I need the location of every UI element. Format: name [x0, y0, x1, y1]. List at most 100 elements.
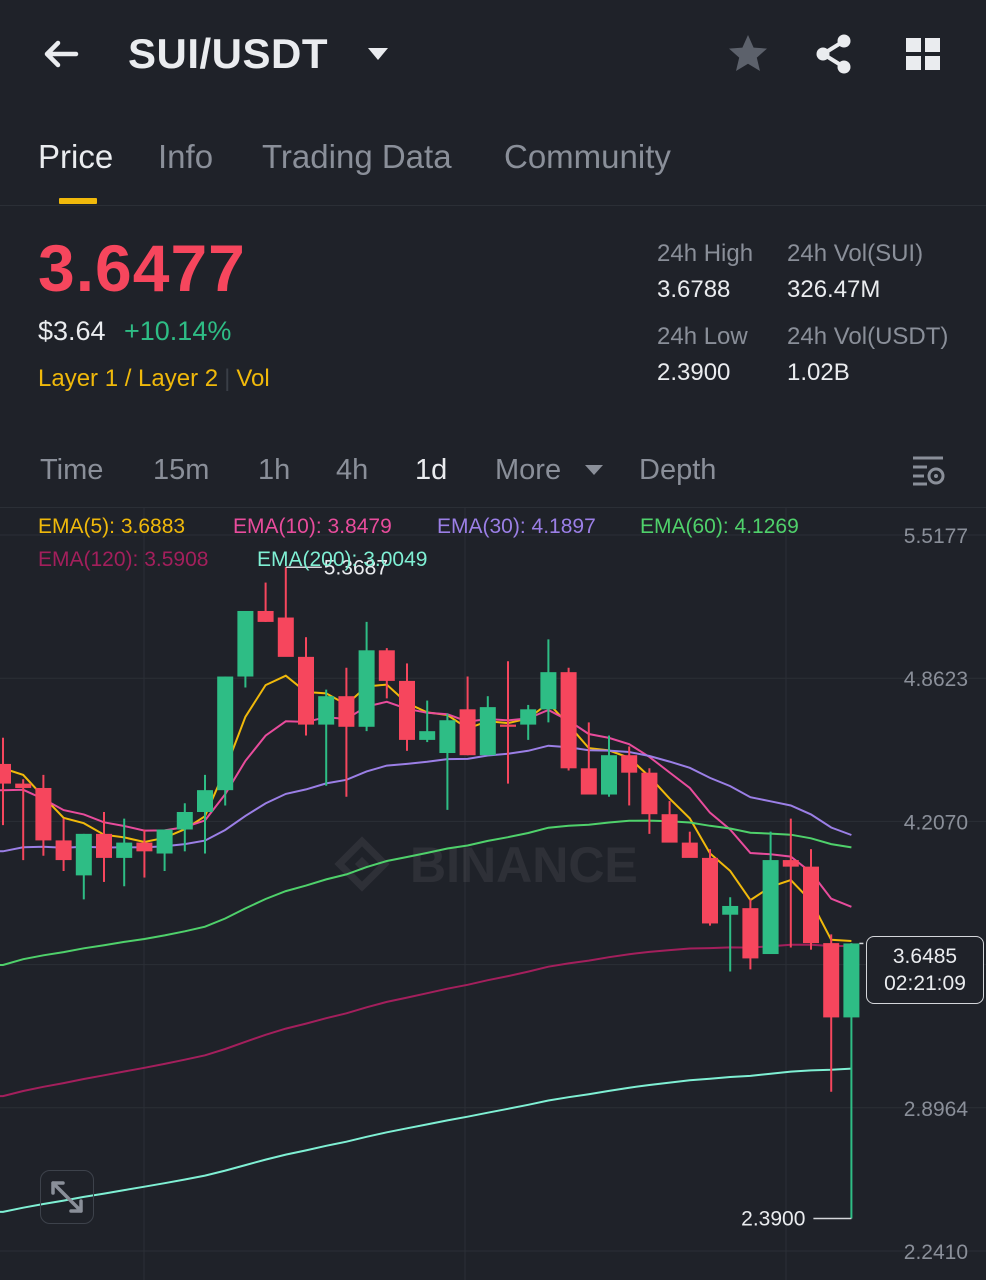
candle-body: [641, 772, 658, 815]
candle: [378, 648, 395, 699]
candle: [722, 897, 739, 972]
candle-body: [762, 860, 779, 955]
candle: [742, 899, 759, 970]
current-price: 3.6485: [892, 945, 958, 968]
high-value: 3.6788: [657, 276, 731, 303]
low-label: 24h Low: [657, 323, 748, 350]
candle: [621, 746, 638, 806]
tab-community[interactable]: Community: [504, 138, 671, 175]
candles: [0, 567, 860, 1219]
candle-body: [479, 707, 496, 756]
candle-body: [136, 842, 153, 852]
high-label: 24h High: [657, 240, 754, 267]
candle-body: [560, 672, 577, 769]
candle-body: [419, 731, 436, 740]
candle: [803, 849, 819, 950]
tf-more[interactable]: More: [495, 454, 562, 486]
ema-30-label: EMA(30): 4.1897: [437, 515, 596, 538]
share-icon[interactable]: [808, 28, 860, 80]
candle: [15, 779, 32, 861]
candle: [560, 667, 577, 771]
ema-120-label: EMA(120): 3.5908: [38, 548, 209, 571]
tf-4h[interactable]: 4h: [336, 454, 369, 486]
chart-settings-icon[interactable]: [910, 452, 946, 493]
vol-base-value: 326.47M: [787, 276, 881, 303]
candle: [35, 774, 52, 856]
pair-title[interactable]: SUI/USDT: [128, 30, 329, 77]
candle-body: [277, 617, 294, 657]
expand-chart-button[interactable]: [40, 1170, 94, 1224]
candle-body: [217, 676, 234, 791]
caret-down-icon[interactable]: [362, 30, 394, 78]
more-caret-icon[interactable]: [582, 458, 606, 487]
candle: [96, 812, 112, 882]
tab-price[interactable]: Price: [38, 138, 114, 175]
candle-body: [843, 943, 860, 1018]
candle-body: [96, 833, 112, 858]
candle: [358, 621, 375, 732]
chart-annotations: 5.3687 2.3900: [285, 556, 866, 1230]
candle-body: [197, 790, 213, 813]
candle-body: [702, 857, 718, 924]
ema-lines: [0, 674, 852, 1213]
axis-tick-label: 4.8623: [904, 668, 968, 691]
star-icon[interactable]: [722, 28, 774, 80]
candle: [75, 833, 92, 900]
tag-vol[interactable]: Vol: [236, 365, 270, 392]
last-price: 3.6477: [38, 231, 246, 305]
grid-icon[interactable]: [898, 28, 950, 80]
candle-body: [399, 680, 415, 740]
candle: [338, 667, 355, 797]
candle-body: [803, 866, 819, 944]
vol-quote-label: 24h Vol(USDT): [787, 323, 949, 350]
candle-body: [15, 783, 32, 788]
candlestick-chart[interactable]: BINANCE 5.51774.86234.20703.55172.89642.…: [0, 508, 986, 1280]
candle-body: [601, 755, 617, 795]
candle: [55, 818, 72, 872]
tag-layer[interactable]: Layer 1 / Layer 2: [38, 365, 219, 392]
candle-body: [35, 787, 52, 841]
candle: [782, 818, 799, 948]
tab-info[interactable]: Info: [158, 138, 214, 175]
axis-tick-label: 2.2410: [904, 1241, 968, 1264]
vol-quote-value: 1.02B: [787, 359, 850, 386]
price-change: +10.14%: [124, 316, 232, 346]
candle: [136, 829, 153, 878]
candle: [399, 663, 415, 751]
candle: [520, 704, 537, 740]
high-marker-label: 5.3687: [324, 556, 388, 579]
tf-depth[interactable]: Depth: [639, 454, 717, 486]
chart-grid: [0, 508, 986, 1280]
low-value: 2.3900: [657, 359, 731, 386]
tf-time[interactable]: Time: [40, 454, 104, 486]
category-tags: Layer 1 / Layer 2 | Vol: [38, 365, 270, 393]
tag-separator: |: [224, 365, 231, 392]
tf-1h[interactable]: 1h: [258, 454, 291, 486]
candle: [540, 639, 557, 723]
back-arrow-icon[interactable]: [36, 28, 88, 80]
ema-60-line: [0, 819, 852, 966]
usd-price: $3.64: [38, 316, 106, 346]
candle-body: [621, 755, 638, 773]
axis-tick-label: 4.2070: [904, 811, 968, 834]
candle-body: [439, 720, 456, 754]
candle: [459, 676, 476, 756]
candle-body: [338, 696, 355, 727]
candle-body: [75, 833, 92, 876]
tf-15m[interactable]: 15m: [153, 454, 210, 486]
current-price-badge[interactable]: 3.6485 02:21:09: [866, 936, 984, 1004]
candle-body: [540, 672, 557, 710]
candle: [500, 661, 516, 784]
tf-1d[interactable]: 1d: [415, 454, 448, 486]
candle: [661, 801, 678, 843]
expand-icon: [51, 1181, 83, 1213]
candle-body: [116, 842, 133, 858]
candle-body: [681, 842, 698, 858]
vol-base-label: 24h Vol(SUI): [787, 240, 924, 267]
tab-trading-data[interactable]: Trading Data: [262, 138, 452, 175]
candle: [681, 831, 698, 858]
candle-body: [580, 768, 597, 795]
candle-body: [156, 829, 173, 854]
ema-120-line: [0, 943, 852, 1098]
ema-60-label: EMA(60): 4.1269: [640, 515, 799, 538]
